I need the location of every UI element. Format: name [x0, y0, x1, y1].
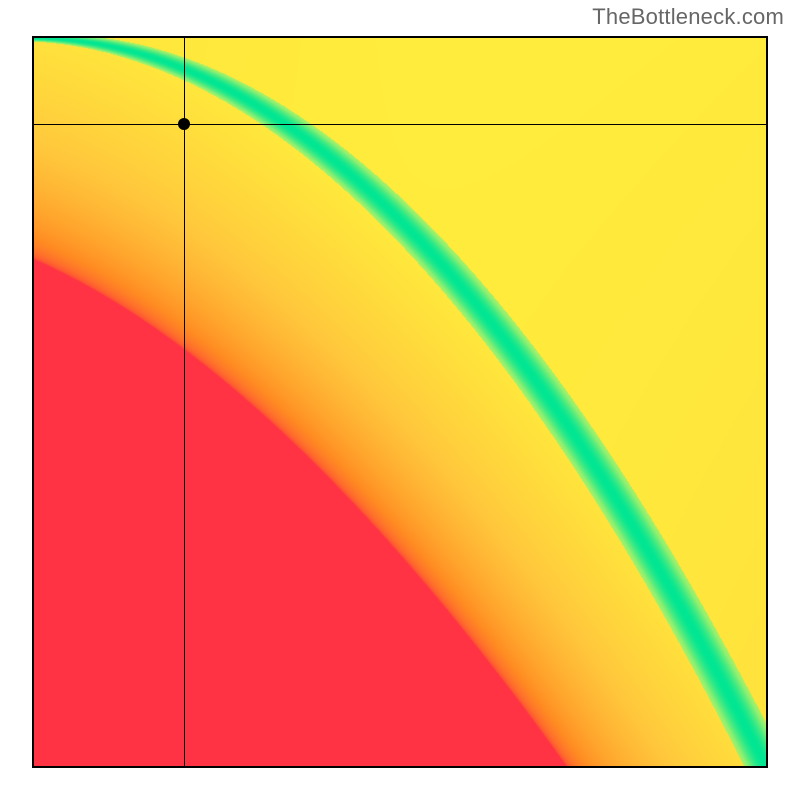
selected-point-marker	[178, 118, 190, 130]
plot-frame	[32, 36, 768, 768]
attribution-label: TheBottleneck.com	[592, 4, 784, 30]
crosshair-horizontal	[34, 124, 766, 125]
chart-root: TheBottleneck.com	[0, 0, 800, 800]
crosshair-vertical	[184, 38, 185, 766]
bottleneck-heatmap	[34, 38, 766, 766]
